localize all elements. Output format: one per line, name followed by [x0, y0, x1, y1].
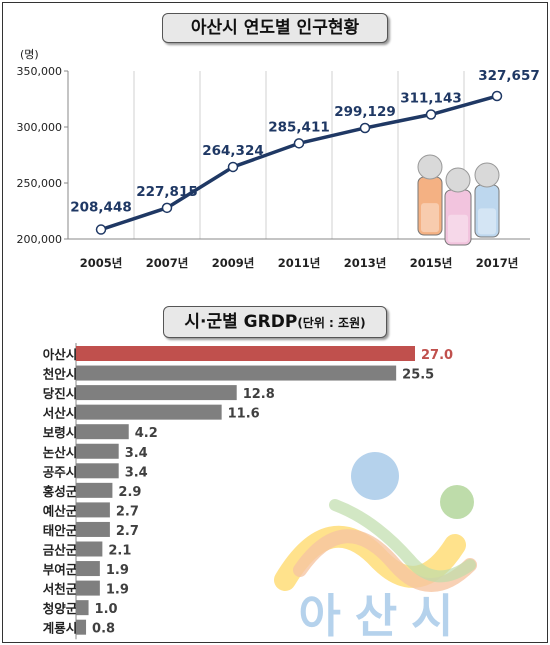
bar-value-label: 1.0: [95, 602, 118, 617]
bar: [76, 580, 100, 596]
bar-value-label: 12.8: [243, 387, 275, 402]
population-value-label: 285,411: [268, 119, 330, 135]
bar: [76, 561, 100, 577]
person-head: [445, 167, 471, 193]
x-tick-label: 2015년: [410, 256, 453, 270]
bar-category-label: 예산군: [43, 503, 78, 518]
bar-category-label: 서산시: [43, 406, 78, 421]
y-tick-label: 250,000: [17, 177, 63, 190]
bar-value-label: 2.7: [116, 524, 139, 539]
grdp-chart-title: 시·군별 GRDP(단위 : 조원): [163, 306, 387, 338]
bar-category-label: 천안시: [43, 367, 78, 382]
population-point: [425, 109, 437, 120]
bar-value-label: 2.9: [118, 485, 141, 500]
population-point: [293, 138, 305, 149]
y-tick-label: 350,000: [17, 65, 63, 78]
person-legs: [448, 214, 468, 243]
bar-value-label: 11.6: [228, 407, 260, 422]
y-tick-label: 300,000: [17, 121, 63, 134]
person-pink-icon: [444, 167, 472, 246]
population-value-label: 327,657: [478, 68, 540, 84]
bar-category-label: 청양군: [43, 601, 78, 616]
population-value-label: 311,143: [400, 91, 462, 107]
x-tick-label: 2007년: [146, 256, 189, 270]
bar-value-label: 1.9: [106, 563, 129, 578]
bar-category-label: 부여군: [43, 562, 78, 577]
logo-blue-circle: [351, 452, 399, 500]
bar: [76, 424, 129, 440]
bar-value-label: 4.2: [135, 426, 158, 441]
bar-category-label: 계룡시: [43, 621, 78, 636]
x-tick-label: 2013년: [344, 256, 387, 270]
bar-value-label: 3.4: [125, 465, 148, 480]
person-legs: [421, 203, 439, 233]
bar-category-label: 논산시: [43, 445, 78, 460]
population-value-label: 208,448: [70, 200, 132, 216]
logo-orange-wave: [293, 529, 477, 592]
population-point: [95, 224, 107, 235]
bar-category-label: 서천군: [43, 582, 78, 597]
bar-category-label: 홍성군: [43, 484, 78, 499]
x-tick-label: 2017년: [476, 256, 519, 270]
person-head: [474, 162, 500, 188]
population-chart-title: 아산시 연도별 인구현황: [162, 13, 388, 43]
population-point: [491, 90, 503, 102]
bar-value-label: 27.0: [421, 348, 453, 363]
bar: [76, 385, 237, 401]
population-point: [227, 161, 239, 173]
logo-green-circle: [440, 485, 474, 519]
bar: [76, 365, 397, 381]
bar: [76, 521, 110, 537]
asan-logo: 아산시: [274, 452, 477, 643]
bar-value-label: 3.4: [125, 446, 148, 461]
bar-category-label: 공주시: [43, 464, 78, 479]
bar: [76, 482, 113, 498]
bar: [76, 463, 119, 479]
grdp-title-main: 시·군별 GRDP: [184, 312, 298, 332]
y-tick-label: 200,000: [17, 233, 63, 246]
bar-highlight: [76, 346, 415, 361]
bar: [76, 600, 89, 616]
population-point: [359, 122, 371, 134]
population-value-label: 227,815: [136, 184, 198, 200]
bar-value-label: 1.9: [106, 583, 129, 598]
logo-green-wave: [329, 499, 476, 583]
bar: [76, 502, 110, 518]
bar-value-label: 0.8: [92, 622, 115, 637]
bar: [76, 619, 87, 635]
population-value-label: 299,129: [334, 104, 396, 120]
bar-category-label: 보령시: [43, 425, 78, 440]
x-tick-label: 2009년: [212, 256, 255, 270]
bar-value-label: 2.1: [108, 544, 131, 559]
bar: [76, 404, 222, 420]
bar: [76, 541, 103, 557]
bar-value-label: 2.7: [116, 504, 139, 519]
bar: [76, 443, 119, 459]
grdp-title-unit: (단위 : 조원): [297, 316, 366, 330]
bar-category-label: 금산군: [43, 543, 78, 558]
x-tick-label: 2005년: [80, 256, 123, 270]
person-head: [417, 154, 443, 180]
bar-category-label: 당진시: [43, 386, 78, 401]
y-axis-unit-label: (명): [20, 48, 39, 61]
population-value-label: 264,324: [202, 143, 264, 159]
person-legs: [478, 208, 496, 235]
logo-wordmark: 아산시: [299, 589, 468, 643]
x-tick-label: 2011년: [278, 256, 321, 270]
bar-category-label: 태안군: [43, 523, 78, 538]
person-blue-icon: [474, 162, 500, 238]
person-orange-icon: [417, 154, 443, 236]
population-point: [161, 202, 173, 214]
bar-category-label: 아산시: [43, 347, 78, 362]
bar-value-label: 25.5: [402, 368, 434, 383]
